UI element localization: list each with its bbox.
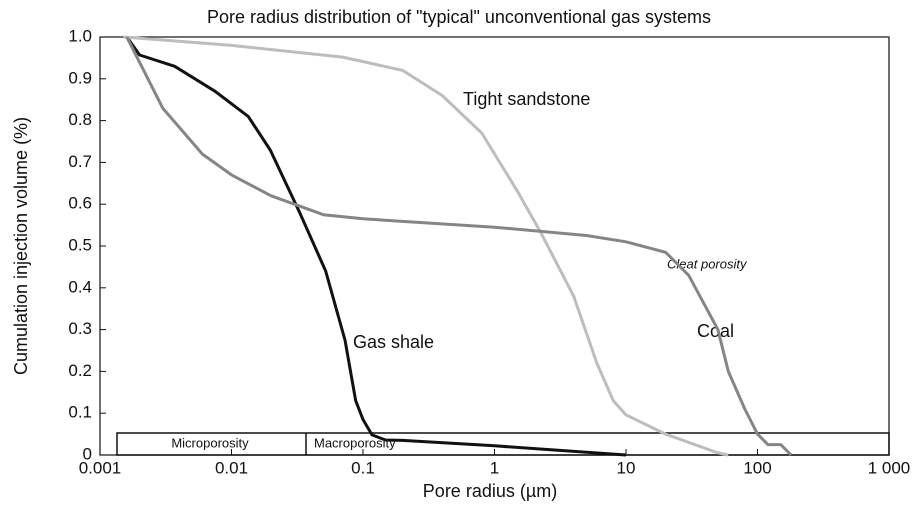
y-tick-label: 0.2 (68, 361, 92, 380)
x-tick-label: 0.001 (79, 458, 122, 477)
y-tick-label: 0 (83, 444, 92, 463)
series-line (125, 36, 627, 457)
y-tick-label: 0.6 (68, 194, 92, 213)
annotation: Microporosity (171, 435, 249, 450)
porosity-box (116, 432, 890, 456)
series-label: Tight sandstone (463, 89, 590, 109)
x-tick-label: 1 (490, 458, 499, 477)
annotation: Macroporosity (314, 435, 396, 450)
y-tick-label: 0.8 (68, 110, 92, 129)
x-axis-label: Pore radius (µm) (423, 481, 557, 501)
series-label: Gas shale (353, 332, 434, 352)
x-tick-label: 0.01 (215, 458, 248, 477)
y-tick-label: 0.5 (68, 235, 92, 254)
x-tick-label: 1 000 (868, 458, 911, 477)
series-line (125, 36, 793, 457)
y-tick-label: 0.9 (68, 68, 92, 87)
chart-title: Pore radius distribution of "typical" un… (207, 7, 711, 27)
x-tick-label: 0.1 (351, 458, 375, 477)
y-tick-label: 0.3 (68, 319, 92, 338)
x-tick-label: 10 (617, 458, 636, 477)
y-tick-label: 0.7 (68, 152, 92, 171)
y-tick-label: 0.1 (68, 403, 92, 422)
y-tick-label: 1.0 (68, 26, 92, 45)
x-tick-label: 100 (743, 458, 771, 477)
y-tick-label: 0.4 (68, 277, 92, 296)
annotation: Cleat porosity (667, 256, 748, 271)
y-axis-label: Cumulation injection volume (%) (11, 117, 31, 375)
series-label: Coal (697, 321, 734, 341)
